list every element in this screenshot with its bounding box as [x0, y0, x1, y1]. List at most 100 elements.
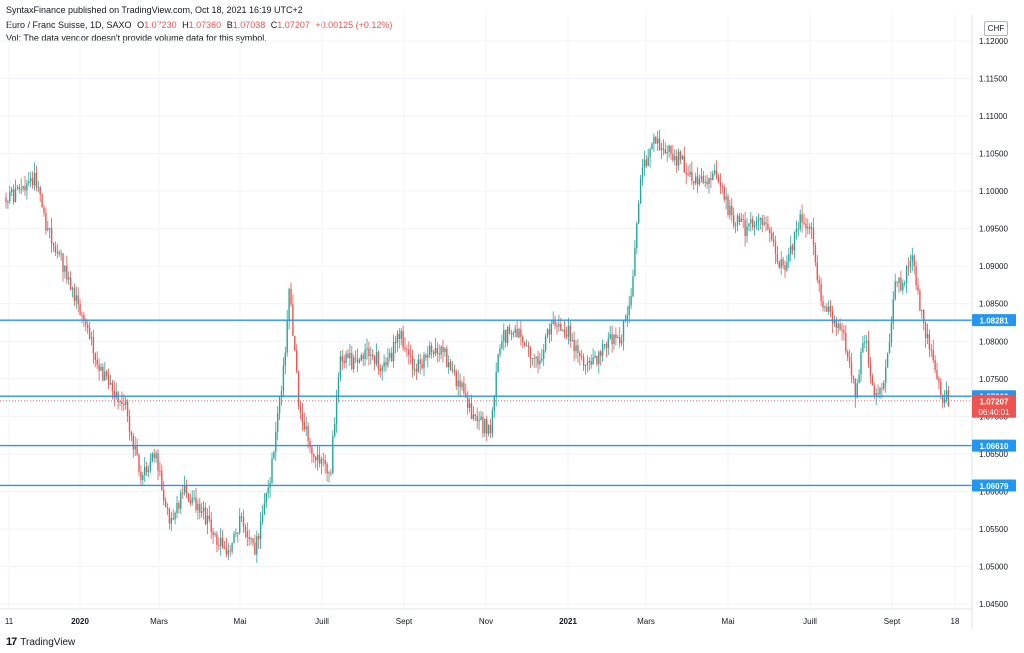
- candle-up: [647, 157, 649, 166]
- candle-down: [848, 357, 851, 363]
- candle-up: [7, 201, 9, 203]
- candle-down: [87, 324, 89, 328]
- candle-down: [208, 515, 210, 520]
- candle-up: [16, 187, 19, 189]
- candle-up: [740, 218, 742, 222]
- last-price-label: 1.07207: [980, 397, 1009, 406]
- tradingview-logo[interactable]: 17 TradingView: [6, 636, 75, 648]
- x-tick-label: 11: [5, 617, 14, 626]
- candle-up: [790, 245, 792, 255]
- candle-down: [845, 333, 847, 352]
- candle-down: [467, 397, 469, 408]
- candle-up: [337, 377, 340, 398]
- candle-up: [381, 367, 383, 371]
- candle-down: [508, 327, 511, 334]
- candle-down: [438, 353, 440, 355]
- currency-button[interactable]: CHF: [984, 21, 1008, 36]
- low-label: B: [226, 20, 233, 30]
- candle-up: [714, 170, 716, 174]
- candle-down: [425, 354, 427, 358]
- candle-down: [442, 346, 444, 353]
- candle-down: [187, 493, 190, 501]
- y-tick-label: 1.06500: [979, 450, 1008, 459]
- candle-up: [626, 315, 628, 320]
- candle-down: [676, 156, 678, 166]
- candle-down: [117, 392, 119, 403]
- candle-down: [223, 547, 226, 549]
- candle-up: [894, 281, 896, 300]
- candle-up: [636, 223, 638, 248]
- candle-down: [178, 502, 180, 509]
- candle-up: [567, 325, 570, 337]
- candle-down: [919, 290, 921, 311]
- candle-down: [850, 362, 853, 376]
- candle-down: [516, 328, 518, 338]
- candle-down: [157, 453, 159, 471]
- candle-up: [689, 171, 691, 175]
- candle-down: [805, 224, 807, 229]
- candle-up: [68, 277, 70, 280]
- y-tick-label: 1.05000: [979, 562, 1008, 571]
- candle-down: [672, 153, 674, 161]
- candle-up: [206, 515, 209, 525]
- candle-down: [166, 507, 169, 509]
- candle-up: [90, 337, 93, 339]
- candle-up: [484, 419, 486, 434]
- candle-up: [370, 354, 372, 356]
- candle-up: [499, 348, 501, 355]
- candle-down: [505, 329, 507, 343]
- candle-up: [495, 371, 497, 397]
- candle-down: [843, 330, 845, 334]
- candle-down: [88, 327, 91, 339]
- candle-up: [539, 360, 541, 365]
- candle-up: [56, 252, 58, 254]
- candle-up: [125, 401, 127, 405]
- candle-down: [710, 178, 712, 181]
- candle-up: [176, 502, 178, 513]
- candle-up: [26, 183, 28, 191]
- candle-down: [45, 213, 47, 231]
- candle-down: [774, 242, 777, 254]
- candle-down: [79, 304, 81, 315]
- candle-down: [432, 351, 435, 355]
- time-axis: 11 2020 Mars Mai Juill Sept Nov 2021 Mars Mai Juil…: [0, 608, 972, 626]
- candle-down: [847, 351, 849, 358]
- candle-down: [738, 215, 741, 222]
- candle-down: [391, 352, 393, 362]
- candle-down: [163, 490, 165, 501]
- candle-up: [525, 345, 528, 347]
- symbol-label[interactable]: Euro / Franc Suisse, 1D, SAXO: [6, 20, 132, 30]
- y-tick-label: 1.04500: [979, 600, 1008, 609]
- candle-down: [486, 419, 488, 434]
- candle-down: [900, 277, 902, 291]
- candle-down: [683, 155, 685, 173]
- candle-up: [700, 176, 703, 179]
- candle-down: [385, 362, 387, 366]
- candle-up: [552, 320, 554, 324]
- x-tick-label: Mai: [722, 617, 735, 626]
- candle-down: [195, 497, 197, 511]
- candle-down: [563, 329, 566, 335]
- candle-up: [620, 341, 623, 344]
- candle-down: [301, 413, 304, 423]
- candle-down: [717, 177, 720, 183]
- candle-down: [662, 148, 665, 150]
- chart-grid: [0, 15, 972, 609]
- candle-down: [489, 424, 492, 433]
- candle-up: [366, 348, 368, 350]
- candle-up: [746, 226, 748, 237]
- candle-up: [544, 336, 547, 351]
- candle-down: [600, 351, 602, 356]
- candle-down: [871, 376, 874, 386]
- candle-up: [729, 205, 731, 216]
- candle-up: [47, 228, 49, 231]
- candle-up: [383, 362, 385, 368]
- candle-down: [372, 354, 374, 357]
- candle-up: [708, 178, 710, 185]
- candle-up: [755, 221, 758, 226]
- candle-up: [837, 324, 839, 328]
- candle-up: [862, 342, 864, 352]
- candle-down: [809, 226, 811, 229]
- x-tick-label: Juill: [315, 617, 329, 626]
